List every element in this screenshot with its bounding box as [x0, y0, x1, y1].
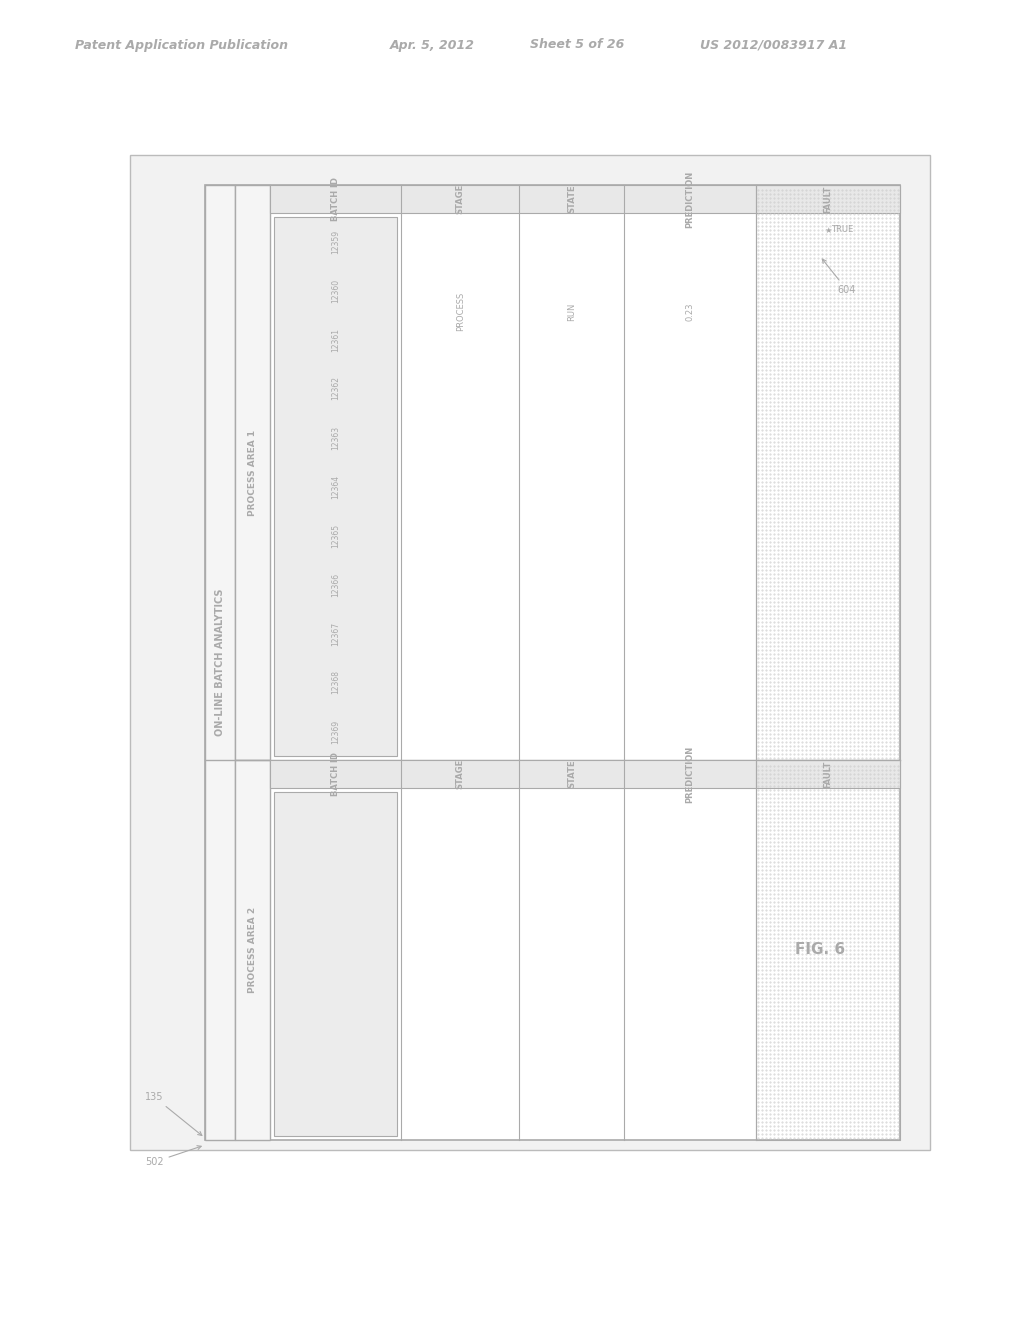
Text: 502: 502	[145, 1146, 201, 1167]
Bar	[756, 760, 900, 1140]
Bar	[274, 792, 397, 1137]
Text: 12369: 12369	[331, 719, 340, 743]
Text: 0.23: 0.23	[685, 302, 694, 321]
Text: STAGE: STAGE	[456, 759, 465, 789]
Text: TRUE: TRUE	[830, 226, 853, 235]
Text: 604: 604	[822, 259, 856, 294]
Text: 12360: 12360	[331, 279, 340, 302]
Text: STATE: STATE	[567, 760, 577, 788]
Bar	[205, 185, 900, 1140]
Bar	[234, 760, 270, 1140]
Text: STATE: STATE	[567, 185, 577, 214]
Text: BATCH ID: BATCH ID	[331, 177, 340, 220]
Text: 12362: 12362	[331, 376, 340, 400]
Bar	[270, 185, 900, 213]
Text: PROCESS AREA 2: PROCESS AREA 2	[248, 907, 257, 993]
Bar	[205, 185, 234, 1140]
Text: Sheet 5 of 26: Sheet 5 of 26	[530, 38, 625, 51]
Text: 12368: 12368	[331, 671, 340, 694]
Text: PROCESS AREA 1: PROCESS AREA 1	[248, 429, 257, 516]
Text: FIG. 6: FIG. 6	[795, 942, 845, 957]
Bar	[756, 185, 900, 760]
Text: BATCH ID: BATCH ID	[331, 752, 340, 796]
Text: ON-LINE BATCH ANALYTICS: ON-LINE BATCH ANALYTICS	[215, 589, 225, 737]
Text: 12364: 12364	[331, 474, 340, 499]
Bar	[234, 185, 270, 760]
Text: FAULT: FAULT	[823, 760, 833, 788]
Text: US 2012/0083917 A1: US 2012/0083917 A1	[700, 38, 847, 51]
Text: RUN: RUN	[567, 302, 577, 321]
Text: 12359: 12359	[331, 230, 340, 253]
Text: Patent Application Publication: Patent Application Publication	[75, 38, 288, 51]
Text: 12366: 12366	[331, 573, 340, 597]
Bar	[274, 216, 397, 756]
Text: PREDICTION: PREDICTION	[685, 746, 694, 803]
Text: STAGE: STAGE	[456, 183, 465, 214]
Text: PROCESS: PROCESS	[456, 292, 465, 331]
Bar	[270, 760, 900, 788]
Text: ★: ★	[824, 226, 831, 235]
Text: 12363: 12363	[331, 425, 340, 450]
Text: FAULT: FAULT	[823, 185, 833, 213]
Text: Apr. 5, 2012: Apr. 5, 2012	[390, 38, 475, 51]
Text: PREDICTION: PREDICTION	[685, 170, 694, 227]
Text: 12367: 12367	[331, 622, 340, 645]
Text: 12361: 12361	[331, 327, 340, 351]
Bar	[130, 154, 930, 1150]
Text: 12365: 12365	[331, 524, 340, 548]
Text: 135: 135	[145, 1092, 202, 1135]
